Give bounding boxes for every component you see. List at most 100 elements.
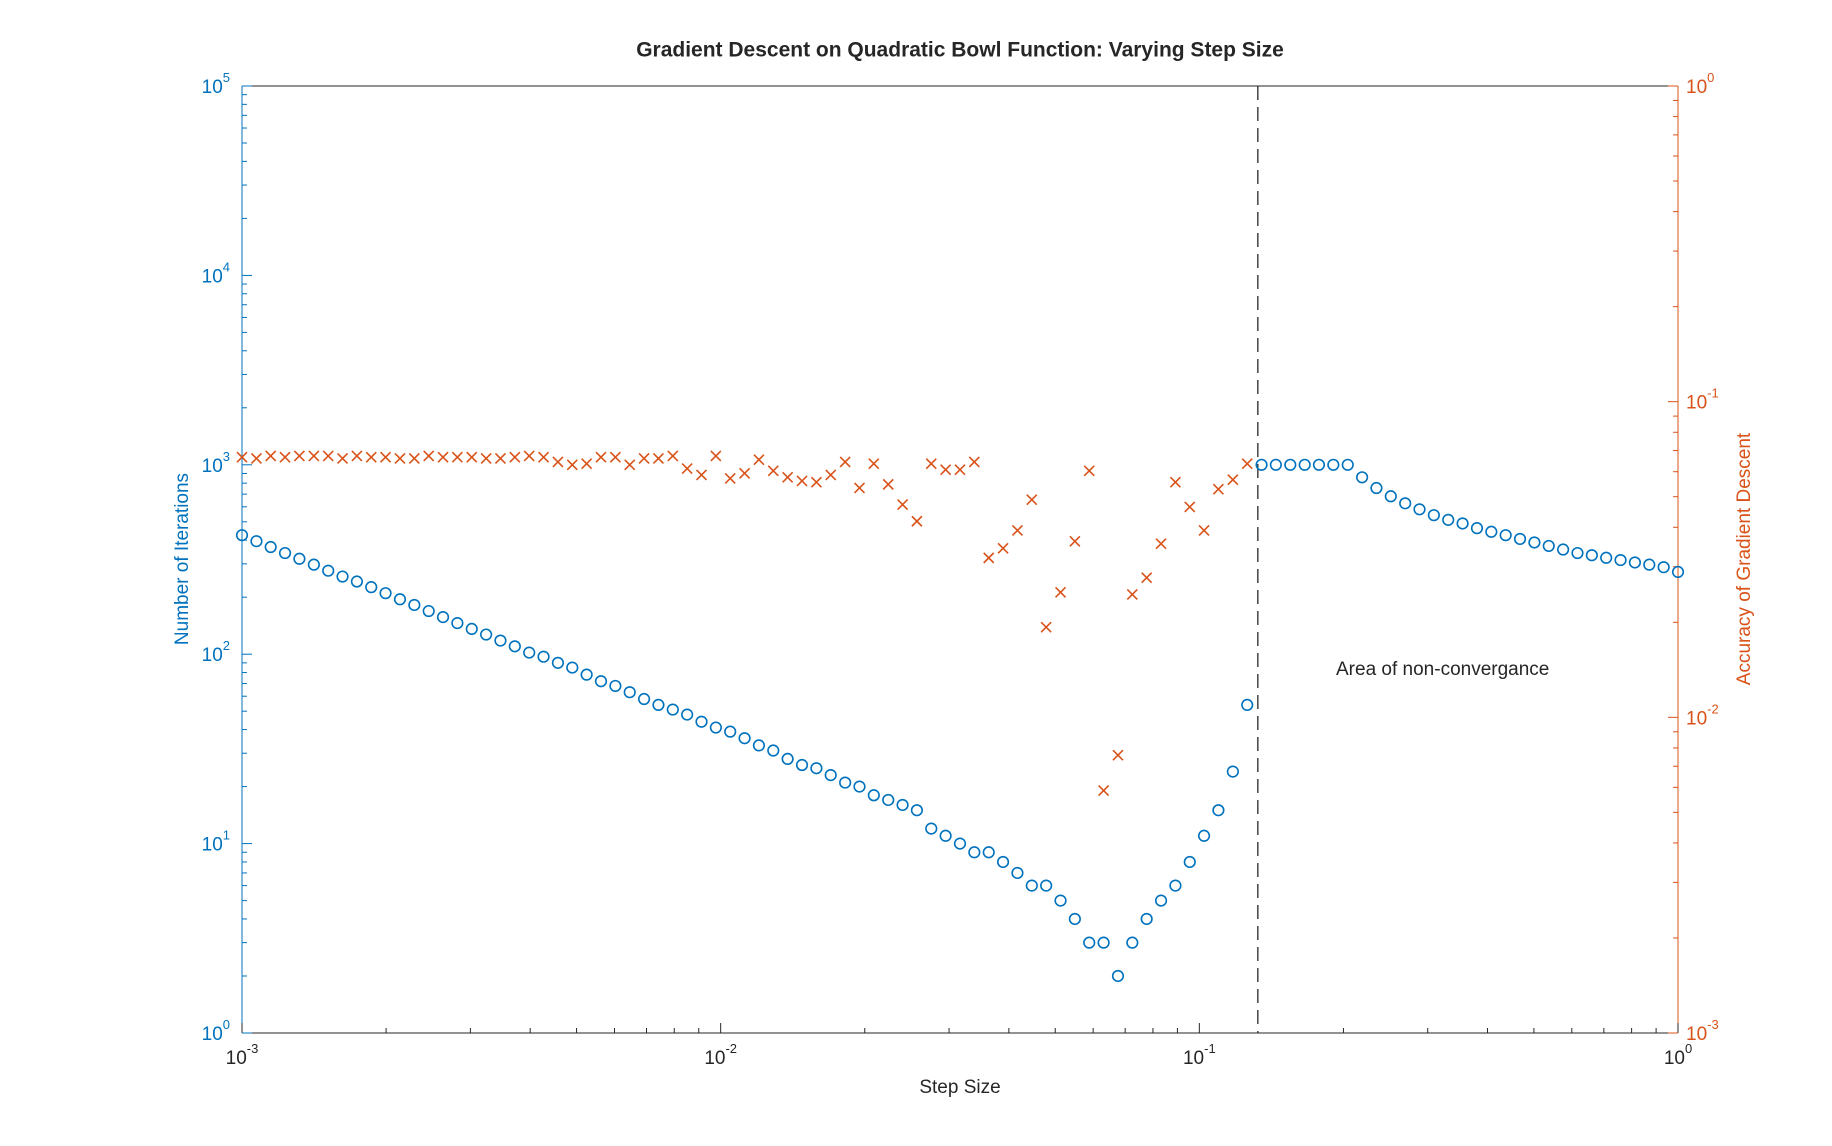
data-point — [609, 679, 622, 693]
data-point — [523, 646, 536, 659]
data-point — [1499, 529, 1512, 542]
y-tick-label-exp: 1 — [223, 828, 230, 843]
x-tick-label: 10-1 — [1183, 1041, 1216, 1069]
data-point — [868, 458, 880, 470]
x-tick-label-base: 10 — [226, 1048, 247, 1069]
data-point — [1040, 879, 1053, 892]
data-point — [1184, 501, 1196, 513]
data-point — [336, 570, 349, 583]
data-point — [523, 450, 535, 462]
data-point — [1557, 543, 1570, 556]
data-point — [279, 451, 291, 463]
data-point — [1671, 565, 1685, 578]
y-tick-label-exp: 2 — [223, 639, 230, 654]
y-tick-label-base: 10 — [202, 456, 223, 477]
data-point — [236, 451, 248, 463]
data-point — [1542, 539, 1555, 553]
data-point — [1011, 524, 1024, 536]
y-tick-label-exp: 4 — [223, 260, 230, 275]
data-point — [1197, 829, 1211, 842]
data-point — [1628, 556, 1642, 569]
x-tick-label: 10-3 — [226, 1041, 259, 1069]
data-point — [408, 452, 420, 464]
data-point — [422, 604, 435, 618]
data-point — [925, 822, 938, 835]
data-point — [1198, 524, 1210, 536]
y-tick-label-base: 10 — [202, 645, 223, 666]
data-point — [1442, 513, 1455, 526]
data-point — [581, 458, 593, 470]
data-point — [552, 456, 564, 468]
data-point — [451, 451, 463, 463]
data-point — [1600, 551, 1613, 564]
data-point — [379, 587, 392, 600]
data-point — [652, 698, 665, 711]
data-point — [1141, 572, 1153, 584]
data-point — [939, 829, 952, 842]
data-point — [480, 452, 492, 464]
data-point — [724, 472, 736, 485]
data-point — [1370, 481, 1383, 495]
data-point — [810, 762, 823, 775]
data-point — [1126, 936, 1139, 949]
y-tick-label: 103 — [202, 449, 230, 477]
data-point — [1140, 912, 1153, 926]
data-point — [1126, 588, 1138, 601]
y-tick-label: 102 — [202, 639, 230, 667]
data-point — [824, 768, 837, 782]
data-point — [465, 622, 478, 636]
data-point — [867, 789, 880, 802]
data-point — [667, 450, 679, 462]
data-point — [796, 475, 808, 487]
data-point — [595, 451, 607, 463]
data-point — [710, 450, 722, 462]
y2-tick-label-exp: 0 — [1707, 70, 1714, 85]
data-point — [423, 450, 435, 462]
data-point — [982, 846, 995, 859]
chart-title: Gradient Descent on Quadratic Bowl Funct… — [636, 39, 1284, 62]
data-point — [250, 452, 263, 464]
data-point — [1513, 532, 1527, 546]
y-tick-label-base: 10 — [202, 77, 223, 98]
y2-tick-label: 10-2 — [1686, 702, 1719, 730]
data-point — [681, 708, 694, 721]
y-tick-label-base: 10 — [202, 266, 223, 287]
data-point — [1327, 458, 1340, 471]
y2-tick-label-base: 10 — [1686, 1024, 1707, 1045]
data-point — [997, 542, 1009, 554]
data-point — [322, 564, 335, 577]
data-point — [1069, 535, 1081, 547]
data-point — [1112, 749, 1124, 761]
data-point — [494, 634, 507, 647]
data-point — [437, 451, 449, 463]
data-point — [393, 593, 407, 606]
x-axis-label: Step Size — [919, 1077, 1000, 1098]
data-point — [1284, 458, 1297, 471]
data-point — [637, 692, 651, 706]
data-point — [1356, 471, 1369, 484]
y-tick-label: 101 — [202, 828, 230, 856]
y-tick-label-base: 10 — [202, 1024, 223, 1045]
data-point — [782, 471, 794, 483]
data-point — [839, 456, 851, 468]
x-tick-label-exp: 0 — [1685, 1041, 1692, 1056]
data-point — [1657, 561, 1670, 574]
x-tick-label-exp: -1 — [1204, 1041, 1216, 1056]
data-point — [265, 450, 277, 462]
y2-tick-label-base: 10 — [1686, 77, 1707, 98]
data-point — [652, 452, 665, 464]
data-point — [1054, 894, 1067, 907]
data-point — [1212, 804, 1225, 817]
x-tick-label-exp: -2 — [725, 1041, 737, 1056]
data-point — [1241, 458, 1253, 470]
data-point — [752, 739, 766, 752]
data-point — [738, 732, 751, 745]
data-point — [753, 454, 765, 466]
data-point — [322, 450, 334, 462]
data-point — [1413, 503, 1426, 516]
data-point — [1312, 458, 1326, 471]
data-point — [1341, 458, 1354, 471]
data-point — [925, 458, 937, 470]
data-point — [996, 855, 1010, 869]
data-point — [380, 451, 392, 463]
